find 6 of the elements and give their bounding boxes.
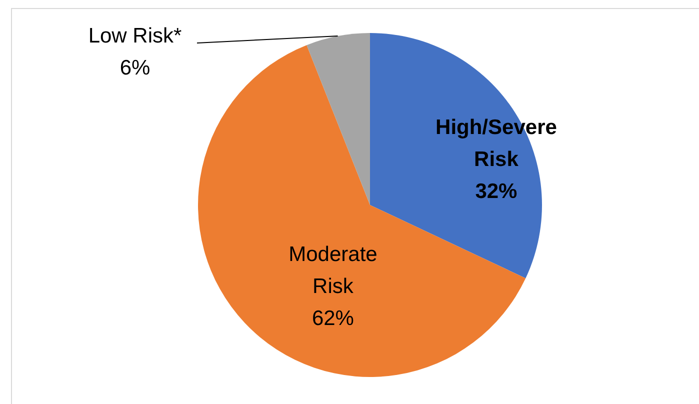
data-label: 6%: [120, 56, 150, 80]
data-label: 32%: [475, 180, 518, 204]
slice-label: Moderate Risk: [288, 242, 378, 298]
pie-slice: [306, 33, 370, 205]
slice-label: Low Risk*: [88, 24, 182, 48]
data-label: 62%: [312, 306, 354, 330]
